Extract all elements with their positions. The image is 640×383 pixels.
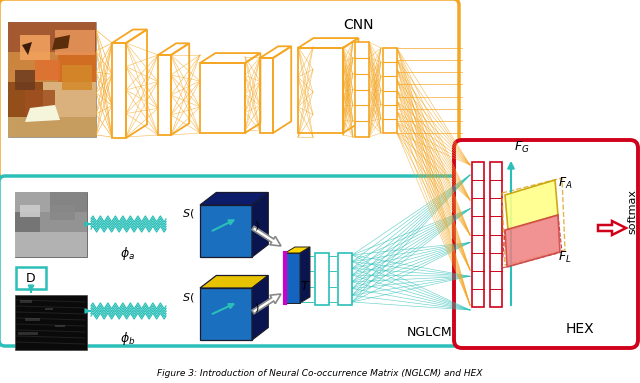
Bar xyxy=(15,192,87,257)
Bar xyxy=(20,300,32,303)
Bar xyxy=(16,267,46,289)
Bar xyxy=(15,232,87,257)
Text: $F_L$: $F_L$ xyxy=(558,249,572,265)
Polygon shape xyxy=(22,42,32,55)
FancyArrow shape xyxy=(252,294,281,314)
Bar xyxy=(35,60,60,80)
Bar xyxy=(490,162,502,307)
FancyBboxPatch shape xyxy=(454,140,638,348)
Bar xyxy=(8,52,58,82)
Bar xyxy=(55,325,65,327)
Bar xyxy=(355,42,369,137)
Bar xyxy=(20,35,50,60)
Bar xyxy=(43,82,96,117)
Polygon shape xyxy=(200,288,252,340)
Text: $F_G$: $F_G$ xyxy=(514,140,529,155)
Bar xyxy=(18,332,38,335)
FancyArrow shape xyxy=(252,226,281,246)
Text: $\phi_b$: $\phi_b$ xyxy=(120,330,136,347)
Polygon shape xyxy=(25,105,60,122)
FancyBboxPatch shape xyxy=(0,176,609,346)
Text: Figure 3: Introduction of Neural Co-occurrence Matrix (NGLCM) and HEX: Figure 3: Introduction of Neural Co-occu… xyxy=(157,369,483,378)
Bar xyxy=(15,295,87,350)
Bar xyxy=(25,90,55,115)
Bar xyxy=(8,82,43,117)
Bar xyxy=(58,52,96,82)
Text: D: D xyxy=(26,272,36,285)
Text: CNN: CNN xyxy=(343,18,373,32)
Polygon shape xyxy=(505,215,560,267)
Text: $S($: $S($ xyxy=(182,208,195,221)
Bar xyxy=(20,205,40,217)
Bar xyxy=(8,117,96,137)
Bar xyxy=(50,192,87,212)
Polygon shape xyxy=(505,180,558,230)
Bar xyxy=(338,253,352,305)
Text: $)$: $)$ xyxy=(254,218,259,231)
Polygon shape xyxy=(200,275,268,288)
FancyBboxPatch shape xyxy=(0,0,459,179)
Polygon shape xyxy=(200,205,252,257)
Bar xyxy=(383,48,397,133)
Bar xyxy=(25,318,40,321)
Polygon shape xyxy=(285,247,310,253)
Bar xyxy=(8,22,96,52)
Polygon shape xyxy=(252,275,268,340)
Text: $\phi_a$: $\phi_a$ xyxy=(120,245,136,262)
Bar xyxy=(315,253,329,305)
Polygon shape xyxy=(300,247,310,303)
Text: NGLCM: NGLCM xyxy=(407,326,453,339)
Bar xyxy=(15,212,40,232)
Polygon shape xyxy=(285,253,300,303)
Text: $)$: $)$ xyxy=(254,301,259,314)
Polygon shape xyxy=(252,193,268,257)
Polygon shape xyxy=(52,35,70,50)
Text: $T$: $T$ xyxy=(300,280,310,293)
FancyArrow shape xyxy=(598,221,626,235)
Bar xyxy=(50,205,75,220)
Bar xyxy=(472,162,484,307)
Bar xyxy=(8,22,96,137)
Text: $S($: $S($ xyxy=(182,291,195,304)
Text: $F_A$: $F_A$ xyxy=(558,175,573,191)
Bar xyxy=(15,70,35,90)
Bar xyxy=(62,65,92,90)
Polygon shape xyxy=(200,193,268,205)
Text: HEX: HEX xyxy=(566,322,595,336)
Bar xyxy=(40,212,87,232)
Bar xyxy=(45,308,53,310)
Text: softmax: softmax xyxy=(627,190,637,234)
Bar xyxy=(55,30,95,55)
Bar xyxy=(15,192,50,212)
